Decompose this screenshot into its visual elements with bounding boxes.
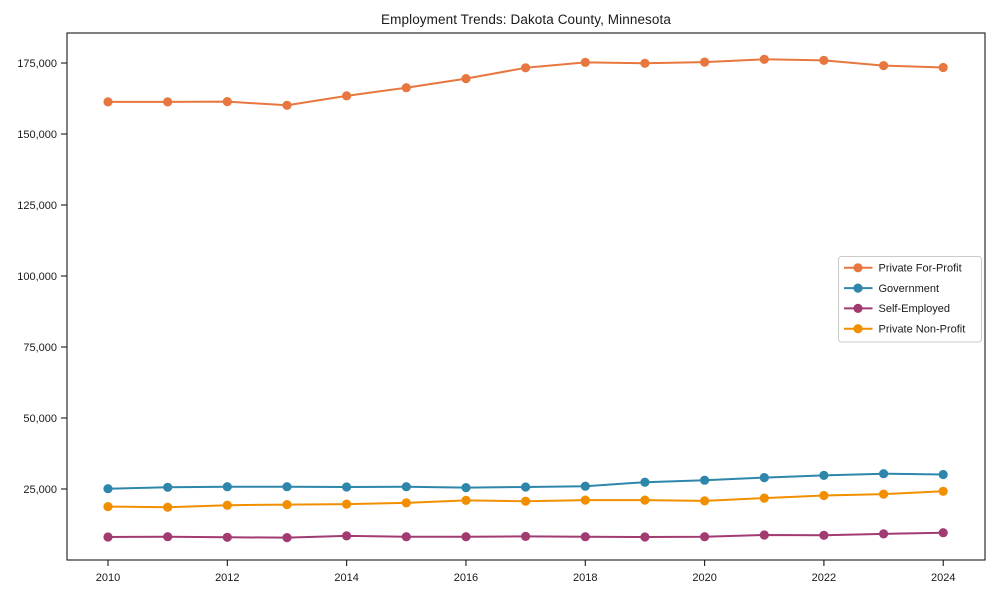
data-point-self-employed-2022	[819, 530, 829, 540]
data-point-private-non-profit-2011	[163, 502, 173, 512]
data-point-government-2018	[580, 481, 590, 491]
y-tick-label: 50,000	[23, 413, 57, 425]
data-point-government-2024	[938, 469, 948, 480]
data-point-private-non-profit-2016	[461, 495, 471, 505]
legend-marker	[853, 283, 863, 293]
data-point-self-employed-2015	[401, 532, 411, 542]
legend-marker	[853, 324, 863, 334]
legend-entry-government: Government	[844, 283, 939, 295]
data-point-private-non-profit-2023	[879, 489, 889, 499]
data-point-private-non-profit-2012	[222, 500, 232, 510]
data-point-private-for-profit-2010	[103, 97, 113, 107]
x-tick-label: 2016	[454, 572, 478, 584]
data-point-private-non-profit-2024	[938, 486, 948, 496]
data-point-self-employed-2011	[163, 532, 173, 542]
data-point-self-employed-2012	[222, 532, 232, 542]
data-point-private-non-profit-2018	[580, 495, 590, 505]
data-point-self-employed-2018	[580, 532, 590, 542]
legend-entry-private-non-profit: Private Non-Profit	[844, 324, 965, 336]
data-point-government-2010	[103, 484, 113, 494]
legend-marker	[853, 303, 863, 313]
data-point-private-non-profit-2015	[401, 498, 411, 508]
y-tick-label: 125,000	[17, 200, 57, 212]
data-point-government-2012	[222, 482, 232, 492]
data-point-self-employed-2016	[461, 532, 471, 542]
y-tick-label: 25,000	[23, 484, 57, 496]
data-point-private-for-profit-2020	[700, 57, 710, 67]
x-tick-label: 2020	[692, 572, 716, 584]
data-point-self-employed-2019	[640, 532, 650, 542]
x-tick-label: 2010	[96, 572, 120, 584]
legend-marker	[853, 263, 863, 273]
data-point-self-employed-2013	[282, 533, 292, 543]
plot-border	[66, 32, 986, 561]
data-point-self-employed-2024	[938, 528, 948, 538]
legend-label: Private For-Profit	[879, 263, 962, 275]
data-point-private-for-profit-2024	[938, 62, 948, 73]
y-tick-label: 175,000	[17, 58, 57, 70]
data-point-private-for-profit-2017	[521, 63, 531, 73]
legend-entry-self-employed: Self-Employed	[844, 303, 950, 315]
data-point-private-for-profit-2023	[879, 61, 889, 71]
data-point-private-non-profit-2014	[342, 499, 352, 509]
y-tick-label: 150,000	[17, 129, 57, 141]
data-point-government-2021	[759, 473, 769, 483]
data-point-private-for-profit-2014	[342, 91, 352, 101]
data-point-private-for-profit-2016	[461, 74, 471, 84]
data-point-self-employed-2020	[700, 532, 710, 542]
data-point-government-2016	[461, 483, 471, 493]
data-point-private-non-profit-2020	[700, 496, 710, 506]
legend-label: Self-Employed	[879, 303, 951, 315]
data-point-government-2019	[640, 477, 650, 487]
data-point-private-non-profit-2021	[759, 493, 769, 503]
data-point-government-2022	[819, 470, 829, 480]
chart-title: Employment Trends: Dakota County, Minnes…	[381, 12, 671, 27]
data-point-private-non-profit-2019	[640, 495, 650, 505]
data-point-private-for-profit-2012	[222, 97, 232, 107]
data-point-government-2020	[700, 475, 710, 485]
legend: Private For-Profit Government Self-Employe…	[838, 256, 982, 343]
data-point-government-2011	[163, 482, 173, 492]
legend-entry-private-for-profit: Private For-Profit	[844, 263, 962, 275]
x-tick-label: 2024	[931, 572, 955, 584]
data-point-self-employed-2023	[879, 529, 889, 539]
data-point-private-for-profit-2013	[282, 100, 292, 110]
data-point-private-non-profit-2017	[521, 496, 531, 506]
legend-label: Government	[879, 283, 940, 295]
y-tick-label: 75,000	[23, 342, 57, 354]
data-point-private-for-profit-2019	[640, 58, 650, 68]
data-point-private-non-profit-2022	[819, 490, 829, 501]
data-point-self-employed-2014	[342, 531, 352, 541]
data-point-government-2013	[282, 482, 292, 492]
data-point-government-2015	[401, 482, 411, 492]
data-point-private-for-profit-2018	[580, 57, 590, 67]
legend-label: Private Non-Profit	[879, 324, 966, 336]
data-point-self-employed-2017	[521, 531, 531, 542]
data-point-private-for-profit-2015	[401, 83, 411, 93]
data-point-self-employed-2010	[103, 532, 113, 542]
legend-box	[838, 256, 982, 343]
x-tick-label: 2018	[573, 572, 597, 584]
data-point-private-for-profit-2011	[163, 97, 173, 107]
data-point-self-employed-2021	[759, 530, 769, 540]
data-point-government-2023	[879, 469, 889, 479]
data-point-private-for-profit-2021	[759, 54, 769, 64]
data-point-private-non-profit-2013	[282, 500, 292, 510]
y-tick-label: 100,000	[17, 271, 57, 283]
x-tick-label: 2012	[215, 572, 239, 584]
data-point-government-2014	[342, 482, 352, 492]
x-tick-label: 2014	[334, 572, 358, 584]
data-point-private-for-profit-2022	[819, 55, 829, 65]
x-tick-label: 2022	[812, 572, 836, 584]
data-point-private-non-profit-2010	[103, 502, 113, 512]
data-point-government-2017	[521, 482, 531, 492]
